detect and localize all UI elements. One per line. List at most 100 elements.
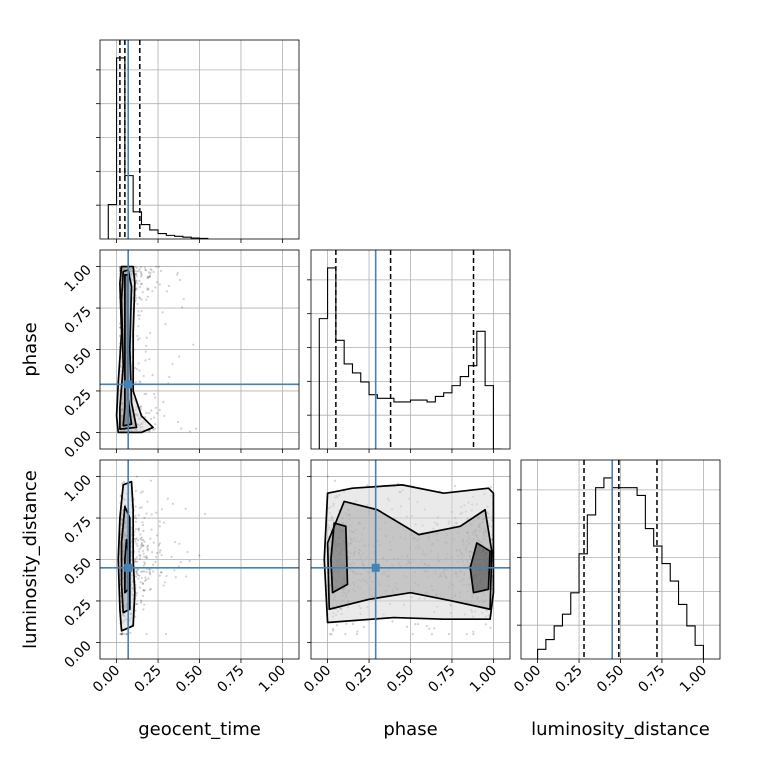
sample-point	[465, 633, 468, 636]
contour-line	[115, 265, 154, 434]
sample-point	[134, 514, 137, 518]
sample-point	[121, 633, 124, 636]
sample-point	[188, 430, 192, 433]
sample-point	[133, 559, 136, 563]
sample-point	[141, 582, 145, 586]
sample-point	[170, 555, 173, 559]
sample-point	[332, 627, 335, 631]
sample-point	[141, 582, 145, 585]
x-tick-label: 0.50	[173, 663, 206, 696]
sample-point	[366, 484, 369, 487]
sample-point	[145, 411, 148, 415]
sample-point	[149, 573, 152, 576]
y-tick-label: 1.00	[61, 472, 94, 505]
sample-point	[138, 314, 141, 317]
sample-point	[139, 408, 143, 411]
sample-point	[154, 286, 157, 289]
sample-point	[152, 570, 155, 573]
sample-point	[178, 355, 181, 358]
sample-point	[139, 265, 143, 269]
sample-point	[148, 274, 151, 277]
sample-point	[156, 281, 159, 284]
sample-point	[176, 273, 179, 276]
sample-point	[142, 552, 145, 555]
sample-point	[140, 272, 143, 275]
sample-point	[140, 576, 143, 580]
y-tick-label: 0.75	[61, 514, 94, 547]
sample-point	[362, 625, 365, 629]
panel-hist-luminosity_distance: 0.00 0.25 0.50 0.75 1.00	[511, 459, 721, 696]
sample-point	[139, 405, 142, 409]
sample-point	[142, 539, 145, 542]
sample-point	[142, 589, 145, 592]
sample-point	[204, 512, 207, 515]
sample-point	[139, 271, 143, 274]
x-tick-label: 1.00	[256, 663, 289, 696]
sample-point	[141, 544, 145, 548]
sample-point	[152, 416, 156, 419]
sample-point	[159, 549, 162, 552]
sample-point	[152, 270, 155, 274]
sample-point	[137, 577, 140, 580]
y-tick-label: 0.00	[61, 638, 94, 671]
sample-point	[139, 537, 142, 540]
x-tick-label: 0.50	[594, 663, 627, 696]
contour-line	[330, 522, 349, 594]
sample-point	[144, 556, 148, 559]
sample-point	[138, 557, 142, 560]
sample-point	[186, 550, 189, 554]
panel-scatter-luminosity_distance_vs_phase: 0.00 0.25 0.50 0.75 1.00	[301, 459, 511, 696]
sample-point	[138, 279, 141, 282]
sample-point	[140, 544, 143, 547]
sample-point	[158, 551, 161, 554]
panel-hist-phase	[307, 249, 511, 453]
sample-point	[135, 570, 138, 573]
sample-point	[142, 374, 145, 378]
sample-point	[143, 555, 146, 558]
sample-point	[139, 581, 142, 584]
sample-point	[138, 337, 141, 340]
y-tick-label: 0.50	[61, 345, 94, 378]
sample-point	[145, 344, 148, 348]
sample-point	[129, 631, 132, 634]
sample-point	[158, 283, 161, 286]
sample-point	[155, 534, 159, 537]
sample-point	[138, 586, 142, 589]
sample-point	[142, 588, 145, 592]
sample-point	[158, 408, 161, 412]
sample-point	[326, 475, 329, 478]
sample-point	[125, 633, 128, 636]
sample-point	[138, 574, 141, 577]
sample-point	[158, 574, 161, 577]
sample-point	[167, 284, 171, 288]
sample-point	[135, 266, 138, 269]
sample-point	[147, 288, 150, 291]
sample-point	[489, 486, 492, 489]
sample-point	[137, 325, 140, 328]
sample-point	[141, 594, 145, 598]
sample-point	[133, 516, 136, 519]
sample-point	[134, 299, 137, 302]
sample-point	[134, 540, 137, 543]
sample-point	[157, 544, 161, 547]
sample-point	[137, 270, 140, 273]
sample-point	[141, 490, 144, 493]
sample-point	[155, 551, 159, 555]
sample-point	[145, 336, 148, 339]
sample-point	[143, 540, 146, 543]
sample-point	[135, 274, 139, 277]
sample-point	[139, 282, 142, 285]
x-tick-label: 0.75	[635, 663, 668, 696]
sample-point	[188, 560, 191, 563]
sample-point	[144, 359, 147, 362]
sample-point	[158, 525, 161, 528]
sample-point	[133, 530, 136, 533]
sample-point	[391, 620, 394, 623]
sample-point	[149, 587, 152, 591]
y-tick-label: 0.25	[61, 596, 94, 629]
x-tick-label: 0.00	[90, 663, 123, 696]
sample-point	[345, 622, 348, 625]
sample-point	[145, 555, 148, 558]
sample-point	[151, 289, 154, 293]
